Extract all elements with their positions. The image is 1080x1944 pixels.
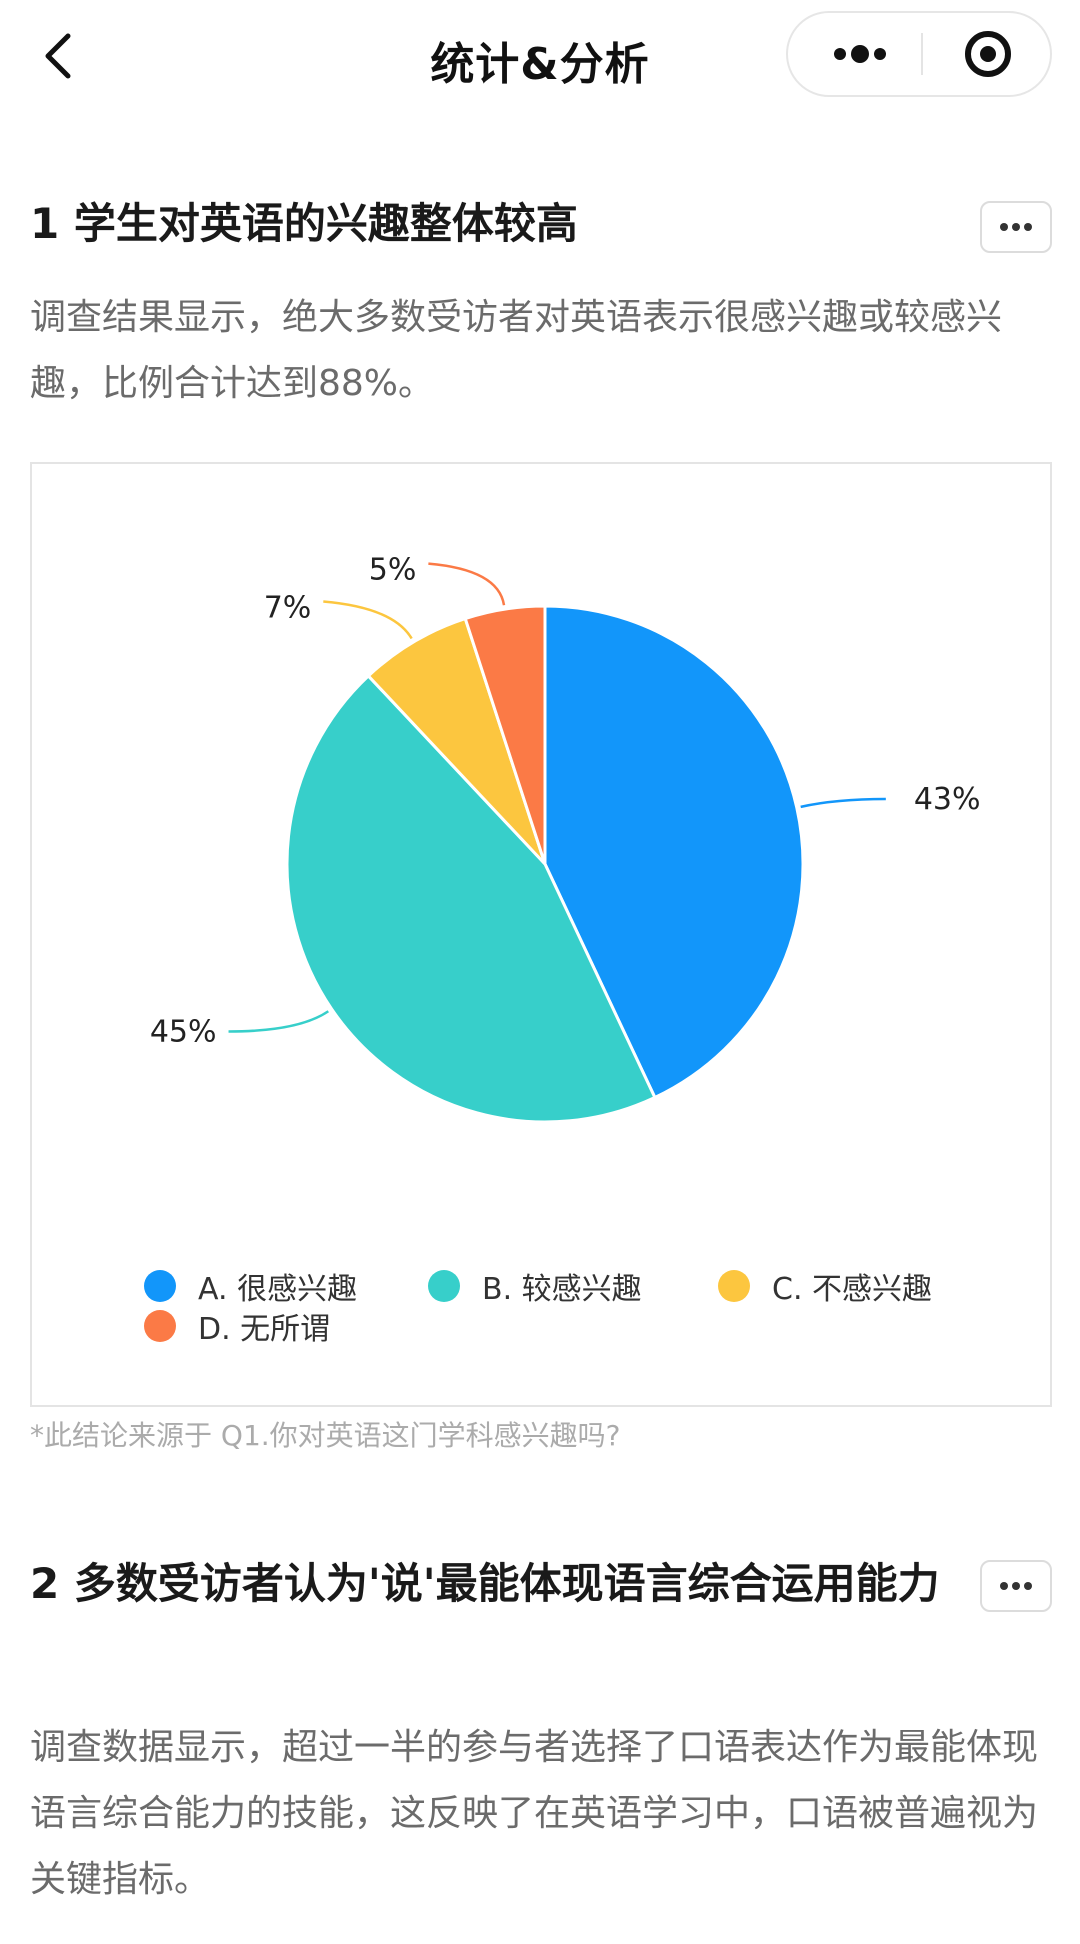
page-title: 统计&分析 xyxy=(430,39,650,90)
legend-label: C. 不感兴趣 xyxy=(772,1272,933,1307)
section-1-description: 调查结果显示，绝大多数受访者对英语表示很感兴趣或较感兴趣，比例合计达到88%。 xyxy=(30,297,1003,404)
section-1-footnote: *此结论来源于 Q1.你对英语这门学科感兴趣吗? xyxy=(30,1419,621,1452)
capsule-close-button[interactable] xyxy=(938,13,1038,95)
capsule-divider xyxy=(921,33,923,75)
data-label-d: 5% xyxy=(369,553,417,588)
mini-program-capsule xyxy=(786,11,1052,97)
three-dots-icon xyxy=(834,45,886,63)
legend-label: D. 无所谓 xyxy=(198,1312,331,1347)
leader-line-d xyxy=(428,562,506,606)
section-1-more-button[interactable] xyxy=(980,201,1052,253)
legend-label: A. 很感兴趣 xyxy=(198,1272,358,1307)
back-button[interactable] xyxy=(30,26,90,86)
legend-dot-icon xyxy=(144,1270,176,1302)
three-dots-icon xyxy=(1000,223,1032,231)
legend-item-c[interactable]: C. 不感兴趣 xyxy=(718,1264,932,1308)
data-label-a: 43% xyxy=(914,782,981,817)
three-dots-icon xyxy=(1000,1582,1032,1590)
section-1-title: 1 学生对英语的兴趣整体较高 xyxy=(30,199,578,248)
section-2-more-button[interactable] xyxy=(980,1560,1052,1612)
nav-bar: 统计&分析 xyxy=(0,0,1080,112)
pie-slice-b[interactable] xyxy=(285,673,657,1124)
pie-chart: 43% 45% 7% 5% xyxy=(150,553,981,1124)
legend-dot-icon xyxy=(428,1270,460,1302)
data-label-b: 45% xyxy=(150,1015,217,1050)
leader-line-b xyxy=(228,1010,330,1033)
section-2-title: 2 多数受访者认为'说'最能体现语言综合运用能力 xyxy=(30,1559,940,1608)
leader-line-c xyxy=(323,600,413,640)
data-label-c: 7% xyxy=(264,590,312,625)
legend-item-b[interactable]: B. 较感兴趣 xyxy=(428,1264,642,1308)
pie-slice-d[interactable] xyxy=(463,604,547,865)
legend-dot-icon xyxy=(718,1270,750,1302)
chevron-left-icon xyxy=(45,33,71,79)
pie-slice-c[interactable] xyxy=(366,616,547,866)
pie-slice-a[interactable] xyxy=(543,604,805,1100)
target-circle-icon xyxy=(965,31,1011,77)
section-2-description: 调查数据显示，超过一半的参与者选择了口语表达作为最能体现语言综合能力的技能，这反… xyxy=(30,1727,1039,1900)
capsule-more-button[interactable] xyxy=(808,13,908,95)
leader-line-a xyxy=(800,797,886,809)
pie-chart-card: 43% 45% 7% 5% A. 很感兴趣 B. 较感兴趣 C. 不感兴趣 D. 无所谓 xyxy=(30,462,1052,1407)
legend-item-d[interactable]: D. 无所谓 xyxy=(144,1304,330,1348)
legend-dot-icon xyxy=(144,1310,176,1342)
legend-label: B. 较感兴趣 xyxy=(482,1272,642,1307)
legend-item-a[interactable]: A. 很感兴趣 xyxy=(144,1264,357,1308)
